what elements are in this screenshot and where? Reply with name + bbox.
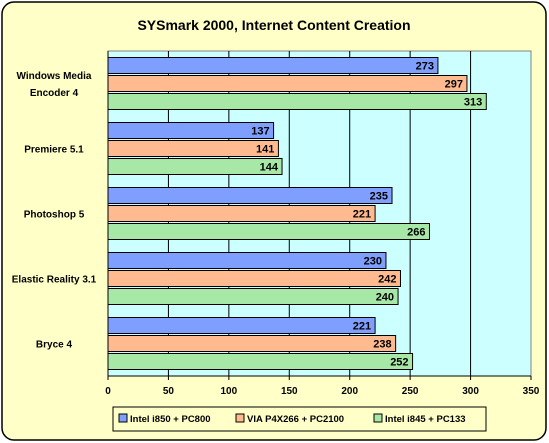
legend-box: [112, 406, 487, 432]
x-tick-label: 150: [281, 386, 298, 397]
bar: [107, 335, 397, 352]
data-label: 238: [373, 339, 391, 351]
bar: [107, 223, 430, 240]
legend-label: VIA P4X266 + PC2100: [247, 414, 344, 425]
data-label: 242: [378, 274, 396, 286]
category-label: Bryce 4: [36, 340, 73, 351]
bar: [107, 93, 487, 110]
bar: [107, 122, 275, 139]
bar: [107, 57, 439, 74]
data-label: 221: [353, 209, 371, 221]
x-tick-label: 200: [341, 386, 358, 397]
data-label: 313: [464, 97, 482, 109]
chart-title: SYSmark 2000, Internet Content Creation: [137, 17, 410, 33]
bar: [107, 288, 399, 305]
bars: 2732973131371411442352212662302422402212…: [107, 57, 487, 370]
data-label: 221: [353, 321, 371, 333]
bar: [107, 270, 401, 287]
bar: [107, 187, 393, 204]
data-label: 273: [416, 61, 434, 73]
bar: [107, 353, 414, 370]
data-label: 266: [407, 227, 425, 239]
legend-label: Intel i850 + PC800: [130, 414, 211, 425]
data-label: 235: [370, 191, 388, 203]
legend: Intel i850 + PC800 VIA P4X266 + PC2100 Int…: [112, 406, 487, 432]
x-tick-label: 350: [523, 386, 540, 397]
category-label: Premiere 5.1: [24, 145, 84, 156]
bar: [107, 205, 376, 222]
legend-label: Intel i845 + PC133: [385, 414, 466, 425]
bar: [107, 252, 387, 269]
x-tick-label: 250: [402, 386, 419, 397]
legend-swatch: [118, 413, 128, 423]
bar: [107, 158, 283, 175]
x-tick-label: 0: [105, 386, 111, 397]
x-tick-label: 100: [221, 386, 238, 397]
data-label: 240: [376, 292, 394, 304]
data-label: 297: [445, 79, 463, 91]
data-label: 141: [256, 144, 274, 156]
x-tick-label: 300: [462, 386, 479, 397]
x-tick-label: 50: [163, 386, 175, 397]
category-label: Photoshop 5: [24, 210, 85, 221]
legend-swatch: [373, 413, 383, 423]
category-label: Windows Media Encoder 4: [17, 71, 92, 99]
legend-swatch: [235, 413, 245, 423]
data-label: 230: [364, 256, 382, 268]
data-label: 144: [260, 162, 279, 174]
bar: [107, 75, 468, 92]
data-label: 252: [390, 357, 408, 369]
category-label: Elastic Reality 3.1: [12, 275, 97, 286]
bar: [107, 140, 279, 157]
category-labels: Windows Media Encoder 4 Premiere 5.1 Photos…: [12, 71, 97, 351]
x-axis: 0 50 100 150 200 250 300 350: [105, 51, 540, 397]
bar: [107, 317, 376, 334]
data-label: 137: [251, 126, 269, 138]
